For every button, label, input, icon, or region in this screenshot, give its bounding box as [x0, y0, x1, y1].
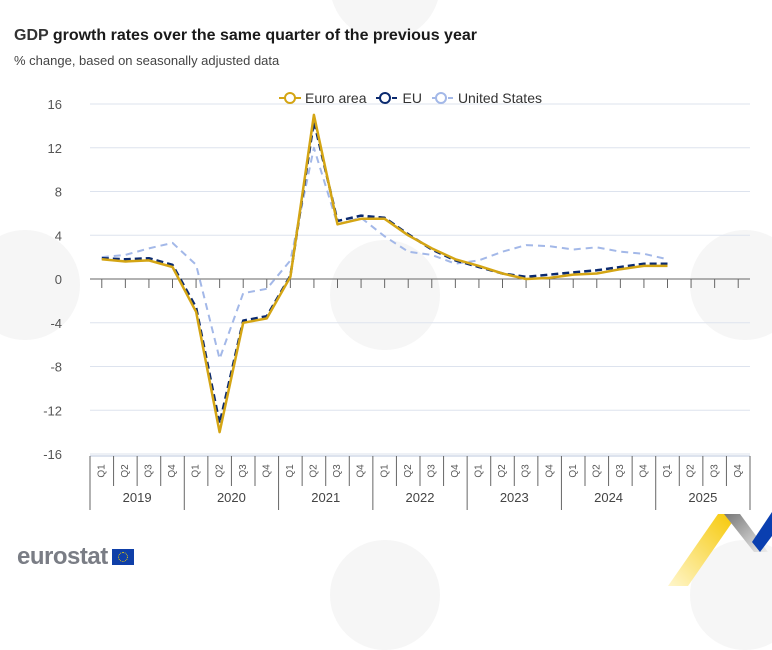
x-tick-label-quarter: Q4	[356, 464, 367, 478]
watermark-logo	[330, 240, 440, 350]
x-tick-label-quarter: Q4	[733, 464, 744, 478]
x-tick-label-quarter: Q1	[285, 464, 296, 478]
x-tick-label-quarter: Q2	[403, 464, 414, 478]
legend-marker-euro-area-icon	[279, 92, 301, 104]
series-line-euro-area	[101, 113, 668, 434]
series-line-united-states	[101, 146, 668, 360]
y-tick-label: -12	[43, 403, 62, 418]
x-tick-label-year: 2023	[500, 490, 529, 505]
x-tick-label-year: 2021	[311, 490, 340, 505]
x-tick-label-quarter: Q1	[191, 464, 202, 478]
x-tick-label-year: 2024	[594, 490, 623, 505]
x-tick-label-quarter: Q2	[591, 464, 602, 478]
legend-item-united-states[interactable]: United States	[431, 90, 542, 106]
eu-flag-icon	[111, 549, 134, 565]
legend-item-euro-area[interactable]: Euro area	[279, 90, 366, 106]
series-line-eu	[101, 120, 668, 425]
x-tick-label-quarter: Q4	[544, 464, 555, 478]
x-tick-label-quarter: Q4	[639, 464, 650, 478]
x-tick-label-quarter: Q3	[426, 464, 437, 478]
x-tick-label-quarter: Q2	[497, 464, 508, 478]
y-tick-label: 16	[48, 97, 62, 112]
x-tick-label-quarter: Q1	[474, 464, 485, 478]
x-tick-label-quarter: Q1	[379, 464, 390, 478]
y-tick-label: -16	[43, 447, 62, 462]
x-tick-label-quarter: Q4	[261, 464, 272, 478]
x-tick-label-year: 2020	[217, 490, 246, 505]
x-tick-label-quarter: Q2	[309, 464, 320, 478]
x-tick-label-quarter: Q2	[214, 464, 225, 478]
y-tick-label: -8	[50, 360, 62, 375]
x-tick-label-quarter: Q3	[144, 464, 155, 478]
x-tick-label-quarter: Q1	[662, 464, 673, 478]
x-tick-label-quarter: Q1	[568, 464, 579, 478]
x-tick-label-year: 2025	[688, 490, 717, 505]
legend: Euro area EU United States	[279, 90, 542, 106]
legend-marker-us-icon	[431, 92, 454, 104]
y-tick-label: 4	[55, 228, 62, 243]
corner-decoration-icon	[668, 512, 772, 586]
x-tick-label-year: 2019	[123, 490, 152, 505]
legend-marker-eu-icon	[376, 92, 399, 104]
legend-item-eu[interactable]: EU	[376, 90, 422, 106]
x-tick-label-year: 2022	[406, 490, 435, 505]
chart-subtitle: % change, based on seasonally adjusted d…	[14, 53, 280, 68]
y-tick-label: 8	[55, 185, 62, 200]
y-tick-label: 12	[48, 141, 62, 156]
y-tick-label: -4	[50, 316, 62, 331]
line-chart: 16 12 8 4 0 -4 -8 -12 -16 Q1 Q2 Q3 Q4 Q1 Q2 Q3 Q4 Q1 Q2 Q3 Q…	[43, 97, 751, 510]
x-tick-label-quarter: Q2	[120, 464, 131, 478]
x-tick-label-quarter: Q3	[521, 464, 532, 478]
x-tick-label-quarter: Q1	[96, 464, 107, 478]
x-tick-label-quarter: Q3	[238, 464, 249, 478]
watermark-logo	[690, 230, 772, 340]
y-tick-label: 0	[55, 272, 62, 287]
chart-title: GDP growth rates over the same quarter o…	[14, 27, 477, 44]
x-tick-label-quarter: Q4	[167, 464, 178, 478]
x-tick-label-quarter: Q3	[332, 464, 343, 478]
x-tick-label-quarter: Q3	[615, 464, 626, 478]
x-tick-label-quarter: Q2	[686, 464, 697, 478]
x-tick-label-quarter: Q3	[709, 464, 720, 478]
x-tick-label-quarter: Q4	[450, 464, 461, 478]
eurostat-logo: eurostat	[17, 543, 134, 571]
